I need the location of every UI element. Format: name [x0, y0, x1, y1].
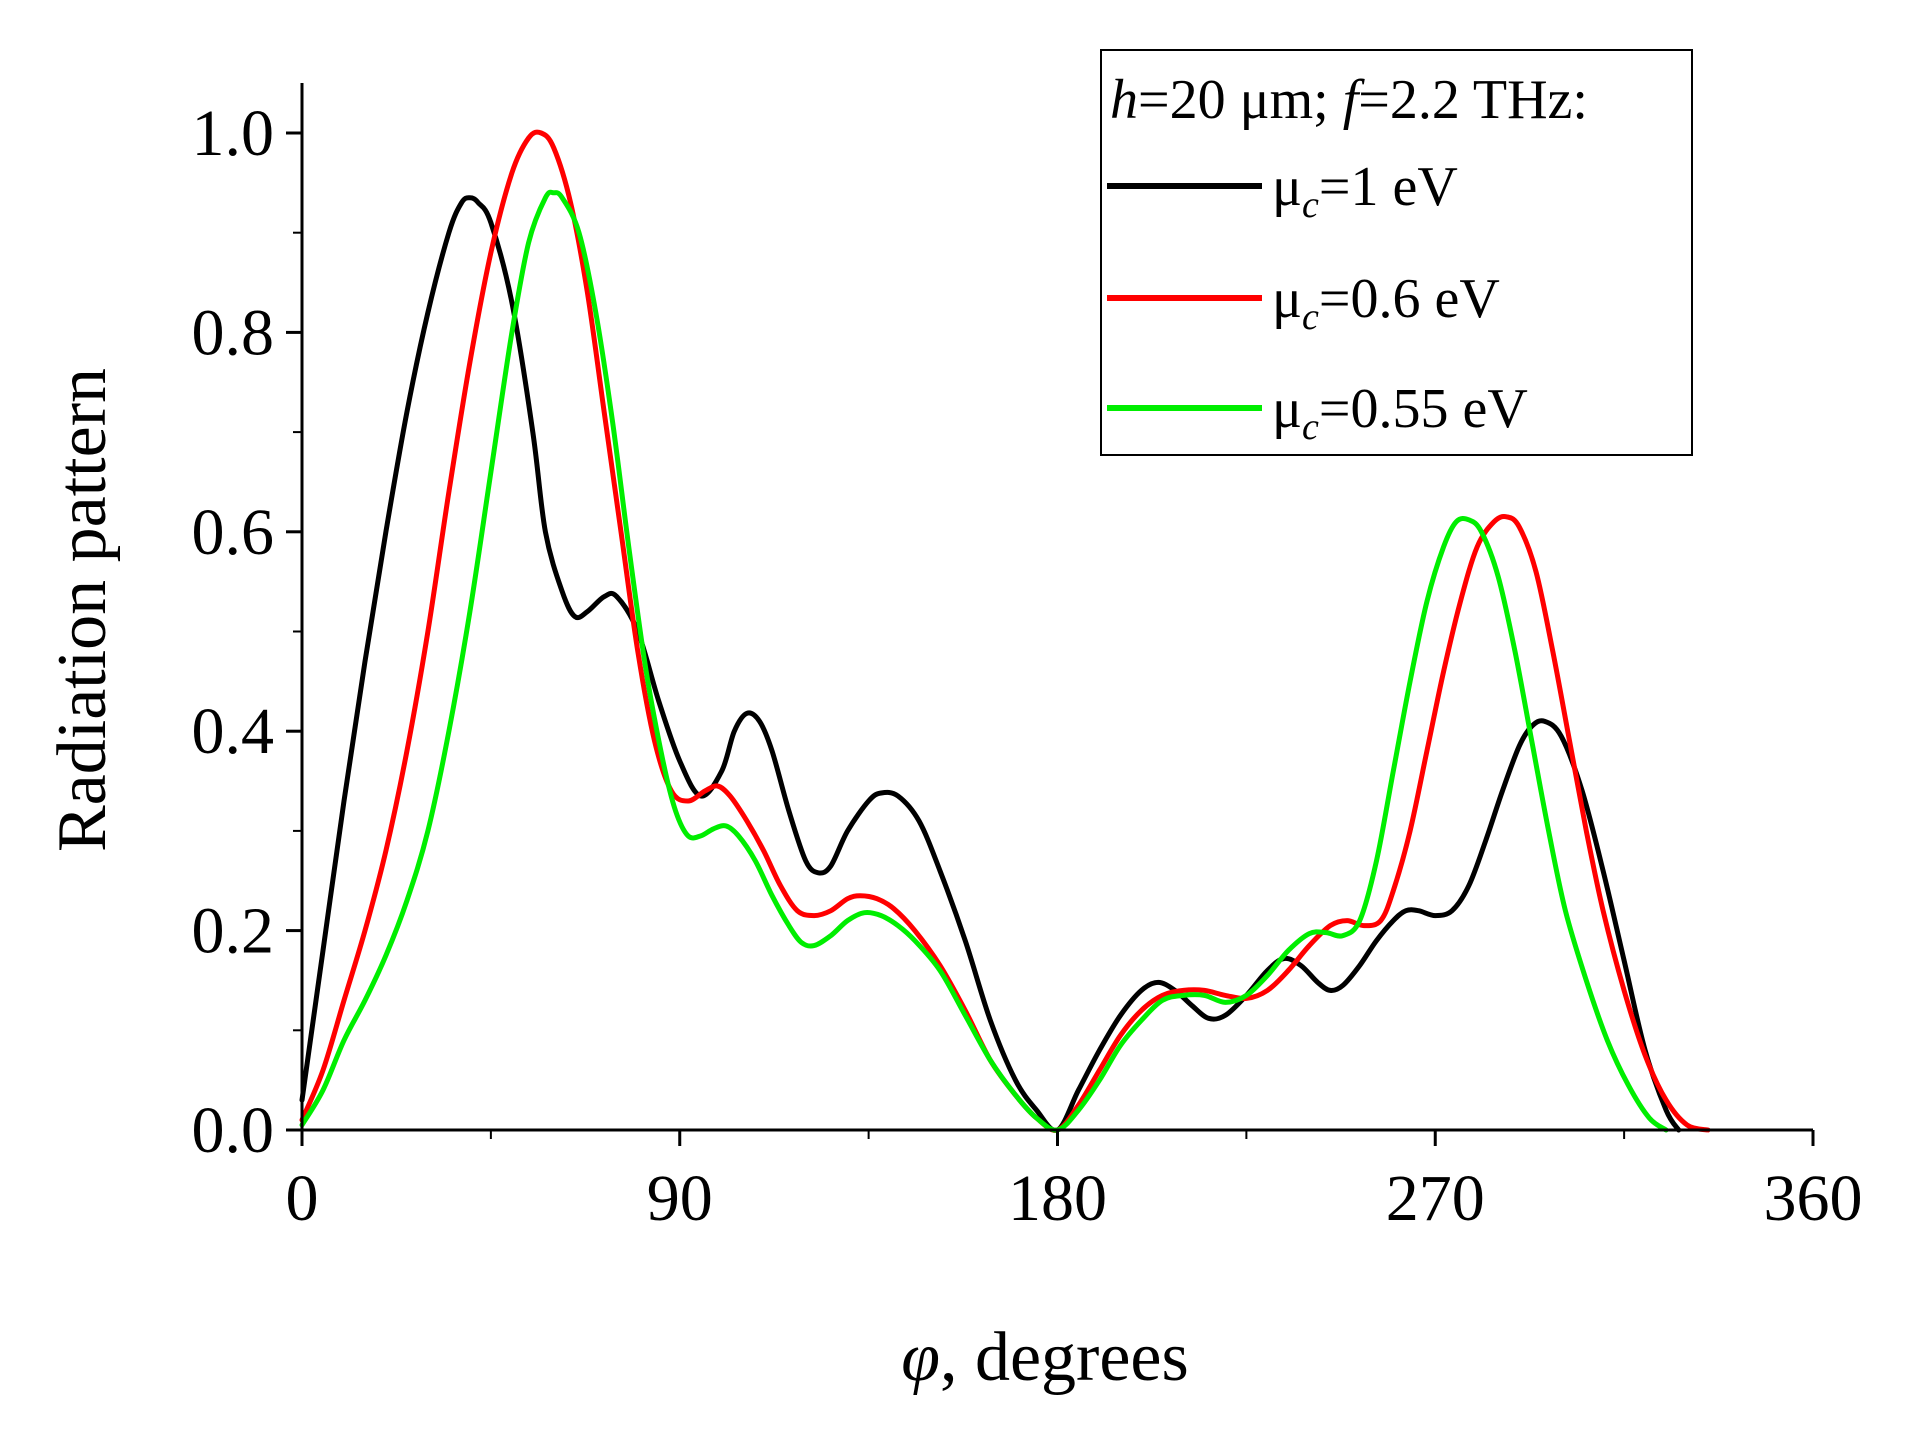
- series-layer: [299, 129, 1711, 1133]
- legend-label-0: μc=1 eV: [1272, 156, 1458, 226]
- y-tick-label: 0.4: [192, 695, 275, 768]
- x-tick-label: 0: [286, 1162, 319, 1235]
- x-axis-unit: , degrees: [940, 1319, 1189, 1396]
- x-axis-title: φ, degrees: [901, 1319, 1189, 1396]
- legend-label-1: μc=0.6 eV: [1272, 268, 1500, 338]
- x-tick-label: 270: [1386, 1162, 1485, 1235]
- ticks-layer: [286, 131, 1815, 1146]
- x-axis-symbol: φ: [901, 1319, 940, 1396]
- y-tick-label: 0.0: [192, 1094, 275, 1167]
- y-tick-label: 1.0: [192, 97, 275, 170]
- legend-title-h-value: =20 μm;: [1138, 69, 1343, 131]
- x-tick-label: 180: [1008, 1162, 1107, 1235]
- tick-labels-layer: 0 90 180 270 360 0.0 0.2 0.4 0.6 0.8 1.0: [192, 97, 1863, 1235]
- legend-title-h: h: [1110, 69, 1138, 131]
- legend-entries: μc=1 eV μc=0.6 eV μc=0.55 eV: [1107, 156, 1528, 448]
- y-tick-label: 0.2: [192, 895, 275, 968]
- series-line-2: [299, 189, 1669, 1133]
- legend-box: [1100, 49, 1693, 456]
- x-tick-label: 90: [647, 1162, 713, 1235]
- legend-title: h=20 μm; f=2.2 THz:: [1110, 69, 1588, 131]
- y-tick-label: 0.8: [192, 296, 275, 369]
- x-tick-label: 360: [1764, 1162, 1863, 1235]
- legend: h=20 μm; f=2.2 THz: μc=1 eV μc=0.6 eV μc=0…: [1100, 49, 1693, 456]
- legend-title-f-value: =2.2 THz:: [1358, 69, 1588, 131]
- y-tick-label: 0.6: [192, 496, 275, 569]
- y-axis-title: Radiation pattern: [44, 368, 121, 852]
- legend-label-2: μc=0.55 eV: [1272, 378, 1528, 448]
